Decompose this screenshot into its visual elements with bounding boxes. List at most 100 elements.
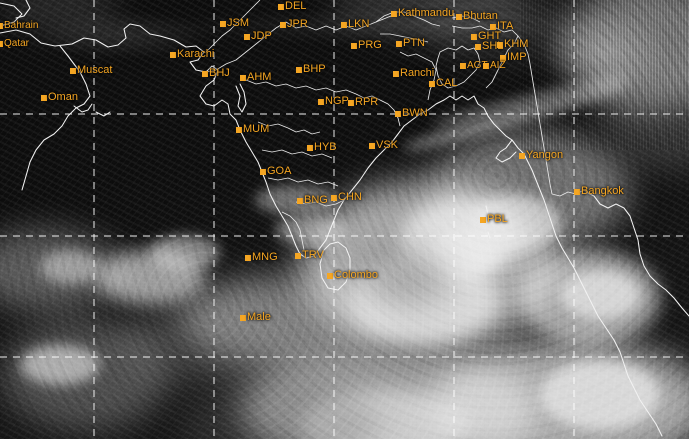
- city-label-colombo: Colombo: [327, 267, 378, 285]
- border-ne-india: [479, 25, 519, 89]
- city-label-vsk: VSK: [369, 137, 398, 155]
- city-label-bhj: BHJ: [202, 65, 230, 83]
- city-label-hyb: HYB: [307, 139, 337, 157]
- city-name-text: GHT: [478, 30, 502, 43]
- coastline-arabia: [0, 0, 161, 48]
- city-name-text: Bahrain: [4, 19, 39, 31]
- city-name-text: PBL: [487, 213, 508, 226]
- city-name-text: CHN: [338, 191, 362, 204]
- coastline-oman-east: [21, 45, 91, 191]
- city-marker-icon: [202, 70, 208, 77]
- city-label-bng: BNG: [297, 192, 328, 210]
- border-maharashtra-telangana: [261, 149, 333, 159]
- city-label-del: DEL: [278, 0, 306, 16]
- city-name-text: Bangkok: [581, 185, 624, 198]
- city-name-text: Yangon: [526, 149, 564, 162]
- city-label-bahrain: Bahrain: [0, 17, 38, 35]
- city-label-kathmandu: Kathmandu: [391, 5, 454, 23]
- city-label-lkn: LKN: [341, 16, 369, 34]
- city-marker-icon: [497, 41, 503, 48]
- city-name-text: Qatar: [4, 37, 30, 49]
- border-karnataka-ap: [267, 177, 339, 187]
- city-name-text: JSM: [227, 17, 249, 30]
- city-marker-icon: [236, 126, 242, 133]
- city-marker-icon: [245, 254, 251, 261]
- city-name-text: ITA: [497, 20, 514, 33]
- city-marker-icon: [295, 252, 301, 259]
- city-label-jpr: JPR: [280, 16, 308, 34]
- border-pakistan-india: [205, 0, 261, 53]
- city-marker-icon: [395, 110, 401, 117]
- city-marker-icon: [391, 10, 397, 17]
- border-mp-maharashtra: [245, 79, 357, 95]
- city-marker-icon: [393, 70, 399, 77]
- city-name-text: Muscat: [77, 64, 113, 77]
- city-marker-icon: [240, 74, 246, 81]
- city-label-muscat: Muscat: [70, 62, 112, 80]
- city-marker-icon: [475, 43, 481, 50]
- city-marker-icon: [318, 98, 324, 105]
- city-label-mum: MUM: [236, 121, 269, 139]
- city-marker-icon: [341, 21, 347, 28]
- city-name-text: BNG: [304, 194, 328, 207]
- city-label-mng: MNG: [245, 249, 278, 267]
- city-label-jdp: JDP: [244, 28, 272, 46]
- city-label-oman: Oman: [41, 89, 78, 107]
- city-name-text: BHJ: [209, 67, 230, 80]
- border-myanmar-thailand: [551, 189, 591, 197]
- coastline-oman-tip: [73, 103, 111, 117]
- city-marker-icon: [327, 272, 333, 279]
- city-label-jsm: JSM: [220, 15, 249, 33]
- city-marker-icon: [170, 51, 176, 58]
- sensor-stripe-artifact: [520, 0, 689, 150]
- city-marker-icon: [490, 23, 496, 30]
- city-label-ngp: NGP: [318, 93, 349, 111]
- city-name-text: MUM: [243, 123, 270, 136]
- city-marker-icon: [574, 188, 580, 195]
- city-name-text: KHM: [504, 38, 529, 51]
- city-name-text: TRV: [302, 249, 324, 262]
- city-label-ranchi: Ranchi: [393, 65, 434, 83]
- city-marker-icon: [297, 197, 303, 204]
- coastline-myanmar-arakan: [495, 139, 517, 163]
- city-label-bangkok: Bangkok: [574, 183, 624, 201]
- city-label-qatar: Qatar: [0, 35, 29, 53]
- city-name-text: IMP: [507, 51, 527, 64]
- coastline-myanmar-south: [543, 199, 621, 353]
- border-gujarat-rajasthan: [205, 21, 287, 73]
- city-label-shl: SHL: [475, 38, 503, 56]
- city-name-text: Ranchi: [400, 67, 435, 80]
- city-name-text: HYB: [314, 141, 337, 154]
- coastline-thailand: [585, 191, 689, 317]
- city-marker-icon: [70, 67, 76, 74]
- border-myanmar-west: [517, 35, 553, 195]
- coastline-sri-lanka: [319, 241, 351, 291]
- city-marker-icon: [244, 33, 250, 40]
- coastline-bengal-delta: [427, 95, 545, 201]
- city-name-text: GOA: [267, 165, 292, 178]
- city-name-text: Male: [247, 311, 271, 324]
- city-name-text: Kathmandu: [398, 7, 455, 20]
- city-marker-icon: [0, 22, 3, 29]
- city-marker-icon: [396, 40, 402, 47]
- city-name-text: CAL: [436, 77, 458, 90]
- city-marker-icon: [278, 3, 284, 10]
- border-india-north-states: [285, 13, 397, 31]
- city-name-text: VSK: [376, 139, 399, 152]
- city-label-chn: CHN: [331, 189, 362, 207]
- city-marker-icon: [460, 62, 466, 69]
- city-marker-icon: [331, 194, 337, 201]
- city-label-agt: AGT: [460, 57, 488, 75]
- city-label-ptn: PTN: [396, 35, 425, 53]
- city-name-text: NGP: [325, 95, 349, 108]
- city-name-text: Oman: [48, 91, 78, 104]
- city-label-ght: GHT: [471, 28, 501, 46]
- city-name-text: Colombo: [334, 269, 379, 282]
- city-name-text: Bhutan: [463, 10, 498, 23]
- city-marker-icon: [500, 54, 506, 61]
- city-label-aiz: AIZ: [483, 57, 506, 75]
- city-marker-icon: [260, 168, 266, 175]
